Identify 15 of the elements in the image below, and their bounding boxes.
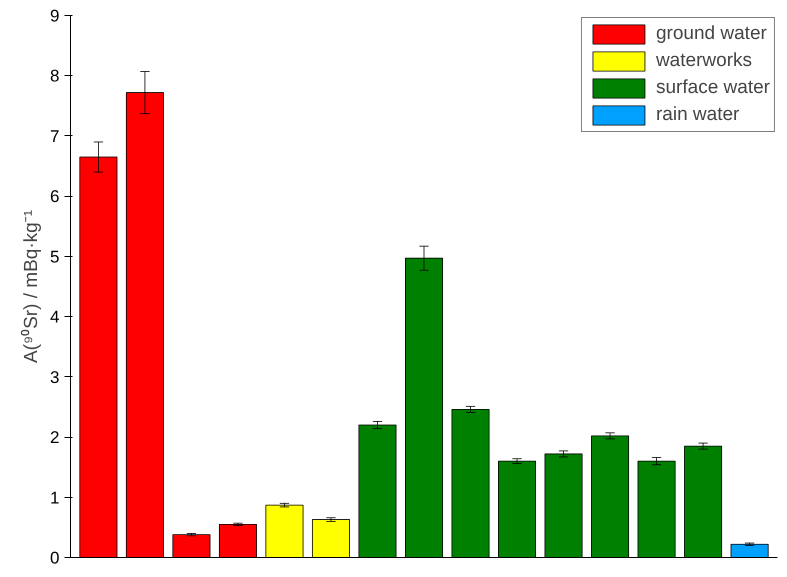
y-tick-label: 7 [50,126,60,146]
y-tick-label: 0 [50,548,60,568]
legend-label: waterworks [656,50,752,72]
y-tick-label: 4 [50,308,60,327]
y-tick-label: 8 [50,66,60,86]
y-tick-label: 9 [50,6,60,26]
y-tick-label: 5 [50,247,60,266]
y-tick-label: 1 [50,488,60,508]
y-tick-label: 6 [50,187,60,206]
y-tick-label: 2 [50,428,60,448]
y-tick-label: 3 [50,368,60,387]
legend-label: surface water [656,77,770,99]
legend-label: ground water [656,23,767,45]
y-axis-title: A(⁹⁰Sr) / mBq·kg⁻¹ [20,210,42,364]
legend-label: rain water [656,104,740,126]
